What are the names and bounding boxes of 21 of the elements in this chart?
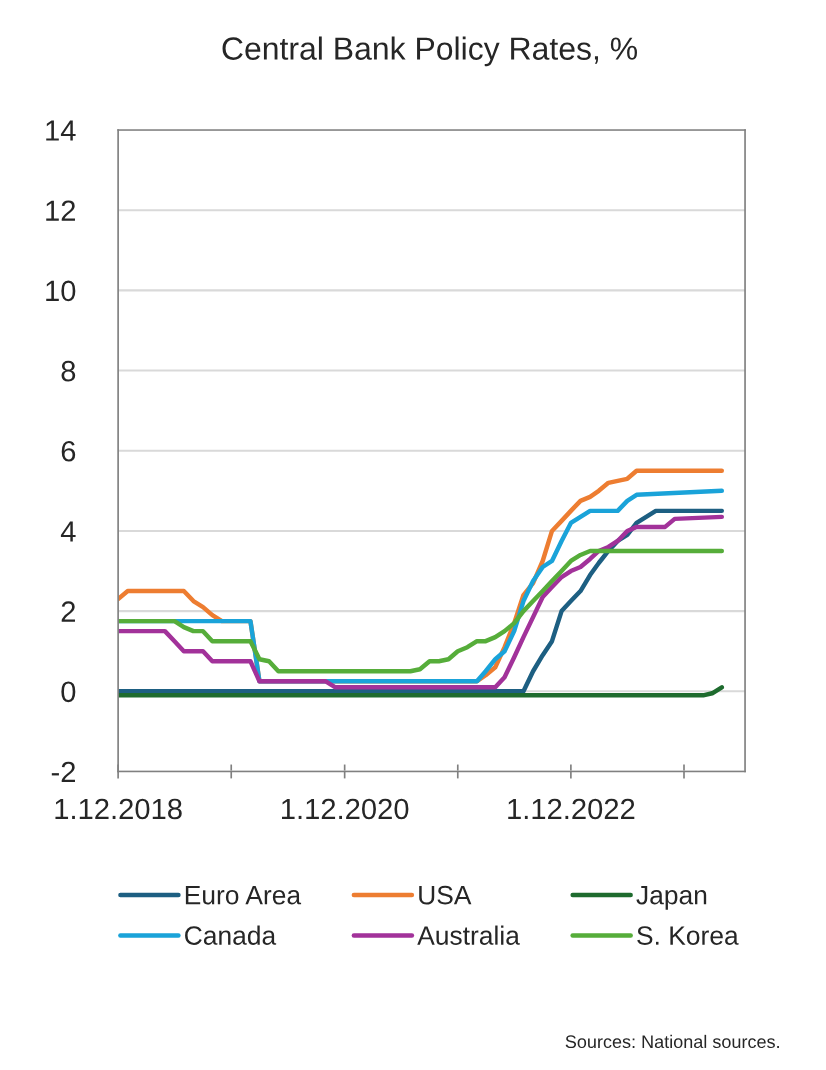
y-tick-label: 2 (61, 601, 75, 622)
x-tick-label: 1.12.2022 (508, 798, 635, 820)
x-tick-label: 1.12.2018 (55, 798, 182, 820)
legend-label: Japan (636, 886, 707, 910)
chart-title: Central Bank Policy Rates, % (222, 36, 637, 67)
legend-label: S. Korea (637, 926, 739, 945)
y-tick-label: -2 (51, 761, 75, 783)
y-tick-label: 8 (61, 360, 76, 382)
legend-label: Australia (417, 925, 520, 945)
x-tick-label: 1.12.2020 (282, 798, 409, 820)
y-tick-label: 14 (46, 120, 76, 141)
legend-label: Euro Area (185, 886, 302, 905)
y-tick-label: 10 (46, 280, 76, 302)
legend-label: USA (419, 885, 472, 905)
y-tick-label: 12 (46, 200, 75, 221)
source-note: Sources: National sources. (565, 1034, 779, 1049)
y-tick-label: 6 (61, 440, 76, 462)
line-series (118, 548, 725, 674)
y-tick-label: 0 (61, 681, 76, 703)
legend-label: Canada (185, 925, 277, 945)
y-tick-label: 4 (60, 521, 76, 542)
